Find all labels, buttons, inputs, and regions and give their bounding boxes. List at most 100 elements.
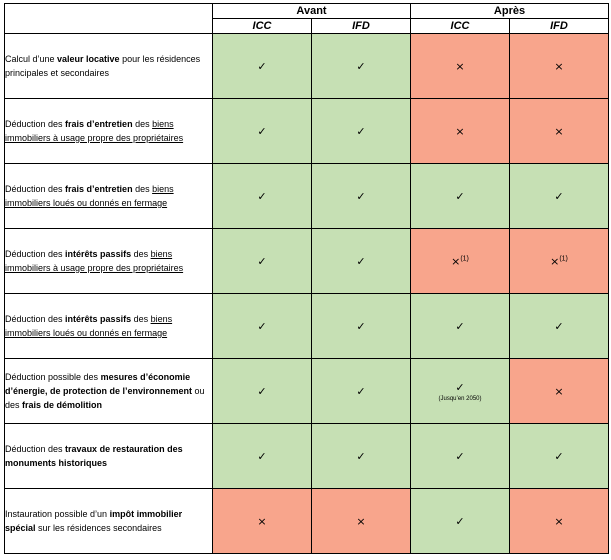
status-cell-no: × — [509, 488, 609, 554]
cross-icon: × — [554, 514, 564, 528]
check-icon: ✓ — [356, 319, 366, 333]
status-cell-yes: ✓ — [509, 163, 609, 229]
status-cell-yes: ✓ — [212, 358, 312, 424]
row-label: Calcul d’une valeur locative pour les ré… — [4, 33, 213, 99]
check-icon: ✓ — [455, 189, 465, 203]
column-header-apres-icc: ICC — [410, 18, 510, 34]
status-cell-no: × — [410, 98, 510, 164]
group-header-avant: Avant — [212, 3, 411, 19]
row-label: Déduction des frais d’entretien des bien… — [4, 163, 213, 229]
status-cell-yes: ✓ — [212, 228, 312, 294]
status-cell-yes: ✓ — [509, 293, 609, 359]
cross-icon: × — [455, 124, 465, 138]
table-row: Instauration possible d’un impôt immobil… — [4, 488, 609, 554]
check-icon: ✓ — [257, 189, 267, 203]
row-label: Déduction des travaux de restauration de… — [4, 423, 213, 489]
status-cell-yes: ✓ — [212, 423, 312, 489]
row-label-segment: intérêts passifs — [65, 249, 132, 259]
row-label-segment: travaux de restauration des monuments hi… — [5, 444, 183, 468]
status-cell-yes: ✓ — [311, 33, 411, 99]
column-header-avant-icc: ICC — [212, 18, 312, 34]
check-icon: ✓ — [257, 384, 267, 398]
status-cell-yes: ✓ — [311, 98, 411, 164]
check-icon: ✓ — [257, 319, 267, 333]
row-label-segment: frais d’entretien — [65, 119, 133, 129]
check-icon: ✓ — [455, 319, 465, 333]
table-row: Déduction des frais d’entretien des bien… — [4, 163, 609, 229]
group-header-apres: Après — [410, 3, 609, 19]
cross-icon: × — [554, 124, 564, 138]
status-cell-yes: ✓ — [410, 293, 510, 359]
row-label-segment: Déduction possible des — [5, 372, 101, 382]
row-label-segment: biens immobiliers loués ou donnés en fer… — [5, 184, 174, 208]
table-row: Déduction des travaux de restauration de… — [4, 423, 609, 489]
cross-icon: × — [554, 59, 564, 73]
row-label-segment: Déduction des — [5, 444, 66, 454]
row-label-segment: Instauration possible d’un — [5, 509, 110, 519]
row-label-segment: biens immobiliers loués ou donnés en fer… — [5, 314, 173, 338]
row-label-segment: pour les résidences principales et secon… — [5, 54, 201, 78]
status-cell-yes: ✓ — [410, 488, 510, 554]
status-cell-yes: ✓ — [212, 98, 312, 164]
row-label-segment: mesures d’économie d’énergie, de protect… — [5, 372, 193, 396]
check-icon: ✓ — [356, 59, 366, 73]
cross-icon: × — [257, 514, 267, 528]
status-cell-yes: ✓ — [311, 163, 411, 229]
row-label-segment: frais d’entretien — [65, 184, 133, 194]
row-label-segment: intérêts passifs — [65, 314, 132, 324]
check-icon: ✓ — [554, 319, 564, 333]
cross-icon: × — [455, 59, 465, 73]
check-icon: ✓ — [356, 189, 366, 203]
status-cell-no: ×(1) — [509, 228, 609, 294]
cross-icon: × — [554, 384, 564, 398]
row-label: Instauration possible d’un impôt immobil… — [4, 488, 213, 554]
table-row: Déduction possible des mesures d’économi… — [4, 358, 609, 424]
footnote-ref: (1) — [559, 254, 568, 262]
check-icon: ✓ — [257, 449, 267, 463]
status-cell-yes: ✓ — [212, 33, 312, 99]
check-icon: ✓ — [257, 124, 267, 138]
row-label-segment: des — [132, 119, 153, 129]
check-icon: ✓ — [554, 189, 564, 203]
status-cell-yes: ✓ — [311, 358, 411, 424]
check-icon: ✓ — [257, 59, 267, 73]
table-body: Calcul d’une valeur locative pour les ré… — [4, 33, 609, 554]
status-cell-yes: ✓ — [410, 163, 510, 229]
table-row: Déduction des intérêts passifs des biens… — [4, 228, 609, 294]
status-cell-no: × — [212, 488, 312, 554]
status-cell-yes: ✓ (Jusqu’en 2050) — [410, 358, 510, 424]
row-label-segment: Déduction des — [5, 249, 66, 259]
check-icon: ✓ — [257, 254, 267, 268]
row-label-segment: Calcul d’une — [5, 54, 58, 64]
check-icon: ✓ — [455, 449, 465, 463]
row-label-segment: Déduction des — [5, 314, 66, 324]
row-label: Déduction des intérêts passifs des biens… — [4, 293, 213, 359]
row-label-segment: des — [132, 184, 153, 194]
cross-icon: × — [550, 254, 560, 268]
status-cell-yes: ✓ — [509, 423, 609, 489]
status-cell-yes: ✓ — [410, 423, 510, 489]
status-cell-no: × — [509, 98, 609, 164]
row-label-segment: impôt immobilier spécial — [5, 509, 183, 533]
row-label-segment: des — [131, 314, 151, 324]
row-label: Déduction des intérêts passifs des biens… — [4, 228, 213, 294]
table-row: Déduction des intérêts passifs des biens… — [4, 293, 609, 359]
row-label-segment: biens immobiliers à usage propre des pro… — [5, 119, 184, 143]
row-label-segment: des — [131, 249, 151, 259]
row-label-segment: biens immobiliers à usage propre des pro… — [5, 249, 184, 273]
check-icon: ✓ — [356, 124, 366, 138]
status-cell-yes: ✓ — [311, 423, 411, 489]
check-icon: ✓ — [356, 254, 366, 268]
check-icon: ✓ — [356, 449, 366, 463]
status-cell-yes: ✓ — [311, 293, 411, 359]
row-label: Déduction possible des mesures d’économi… — [4, 358, 213, 424]
status-cell-no: × — [410, 33, 510, 99]
status-cell-yes: ✓ — [212, 293, 312, 359]
status-cell-no: × — [311, 488, 411, 554]
column-header-avant-ifd: IFD — [311, 18, 411, 34]
row-label-segment: frais de démolition — [22, 400, 103, 410]
table-row: Déduction des frais d’entretien des bien… — [4, 98, 609, 164]
check-icon: ✓ — [455, 380, 465, 394]
row-label-segment: sur les résidences secondaires — [35, 523, 162, 533]
row-label-segment: ou des — [5, 386, 205, 410]
